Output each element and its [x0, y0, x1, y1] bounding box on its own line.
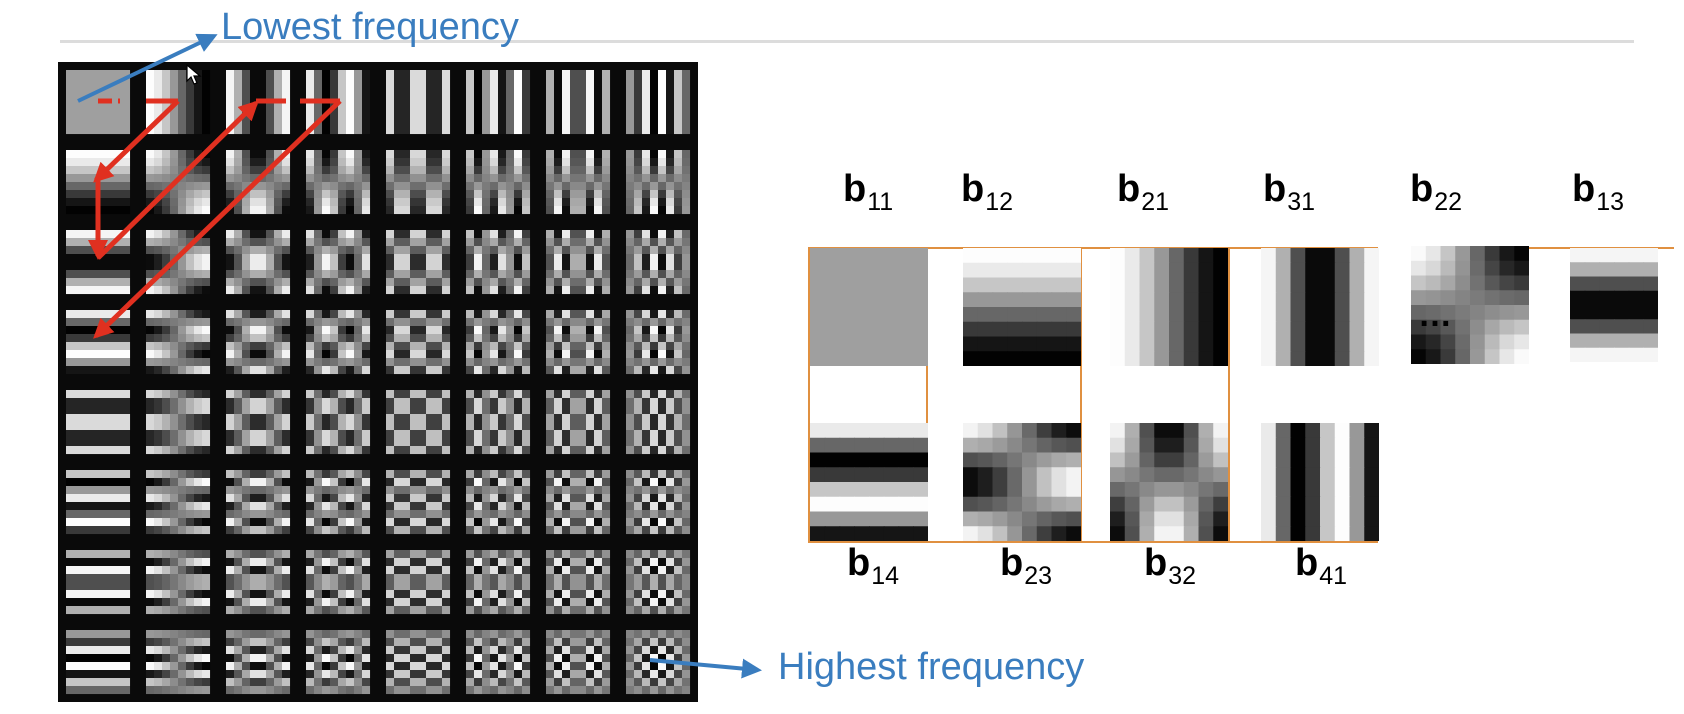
basis-tile-7-1 — [66, 550, 131, 615]
basis-tile-2-1 — [66, 150, 131, 215]
basis-tile-6-3 — [226, 470, 291, 535]
frame-divider-2 — [926, 247, 928, 543]
mouse-cursor-icon — [186, 64, 202, 85]
basis-tile-2-7 — [546, 150, 611, 215]
basis-tile-1-5 — [386, 70, 451, 135]
highest-frequency-label: Highest frequency — [778, 646, 1085, 688]
basis-tile-6-8 — [626, 470, 691, 535]
frame-bottom-line — [808, 541, 1378, 543]
basis-tile-6-1 — [66, 470, 131, 535]
basis-tile-5-2 — [146, 390, 211, 455]
basis-tile-7-7 — [546, 550, 611, 615]
basis-tile-4-5 — [386, 310, 451, 375]
basis-tile-4-6 — [466, 310, 531, 375]
basis-tile-1-3 — [226, 70, 291, 135]
basis-tile-4-4 — [306, 310, 371, 375]
basis-label-b12: b12 — [961, 168, 1014, 216]
basis-tile-4-1 — [66, 310, 131, 375]
basis-tile-2-2 — [146, 150, 211, 215]
basis-tile-7-2 — [146, 550, 211, 615]
top-divider-line — [60, 40, 1634, 43]
patch-b22 — [1411, 246, 1529, 364]
dct-basis-grid — [58, 62, 698, 702]
basis-tile-5-6 — [466, 390, 531, 455]
basis-tile-1-7 — [546, 70, 611, 135]
basis-label-b23: b23 — [1000, 542, 1053, 590]
basis-tile-3-8 — [626, 230, 691, 295]
basis-tile-8-1 — [66, 630, 131, 695]
basis-tile-3-1 — [66, 230, 131, 295]
basis-tile-7-5 — [386, 550, 451, 615]
basis-label-b21: b21 — [1117, 168, 1170, 216]
basis-tile-5-4 — [306, 390, 371, 455]
patch-b14 — [810, 423, 928, 541]
basis-tile-7-4 — [306, 550, 371, 615]
basis-tile-3-6 — [466, 230, 531, 295]
basis-tile-7-3 — [226, 550, 291, 615]
basis-tile-8-5 — [386, 630, 451, 695]
basis-tile-5-7 — [546, 390, 611, 455]
basis-tile-8-3 — [226, 630, 291, 695]
frame-divider-4 — [1228, 247, 1230, 543]
basis-label-b13: b13 — [1572, 168, 1625, 216]
frame-divider-3 — [1080, 247, 1082, 543]
basis-label-b41: b41 — [1295, 542, 1348, 590]
basis-tile-1-6 — [466, 70, 531, 135]
basis-tile-4-7 — [546, 310, 611, 375]
basis-tile-8-8 — [626, 630, 691, 695]
basis-tile-2-5 — [386, 150, 451, 215]
basis-tile-4-2 — [146, 310, 211, 375]
basis-tile-6-4 — [306, 470, 371, 535]
patch-b21 — [1110, 248, 1228, 366]
lowest-frequency-label: Lowest frequency — [221, 6, 519, 48]
basis-tile-7-8 — [626, 550, 691, 615]
basis-tile-2-6 — [466, 150, 531, 215]
basis-tile-5-5 — [386, 390, 451, 455]
basis-tile-1-1 — [66, 70, 131, 135]
basis-tile-2-3 — [226, 150, 291, 215]
basis-tile-4-8 — [626, 310, 691, 375]
basis-tile-5-3 — [226, 390, 291, 455]
basis-label-b32: b32 — [1144, 542, 1197, 590]
patch-b23 — [963, 423, 1081, 541]
basis-tile-6-5 — [386, 470, 451, 535]
basis-label-b31: b31 — [1263, 168, 1316, 216]
basis-tile-2-8 — [626, 150, 691, 215]
patch-b41 — [1261, 423, 1379, 541]
basis-tile-8-2 — [146, 630, 211, 695]
basis-label-b14: b14 — [847, 542, 900, 590]
ellipsis-indicator: … — [1418, 296, 1454, 334]
basis-tile-3-5 — [386, 230, 451, 295]
basis-tile-3-2 — [146, 230, 211, 295]
patch-b31 — [1261, 248, 1379, 366]
basis-tile-2-4 — [306, 150, 371, 215]
patch-b12 — [963, 248, 1081, 366]
basis-tile-3-3 — [226, 230, 291, 295]
patch-b32 — [1110, 423, 1228, 541]
frame-divider-1 — [808, 247, 810, 543]
basis-tile-8-4 — [306, 630, 371, 695]
frame-top-line — [808, 247, 1378, 249]
basis-tile-1-4 — [306, 70, 371, 135]
patch-b11 — [810, 248, 928, 366]
basis-tile-8-7 — [546, 630, 611, 695]
basis-tile-1-8 — [626, 70, 691, 135]
patch-b13 — [1570, 248, 1658, 362]
basis-tile-5-1 — [66, 390, 131, 455]
basis-tile-5-8 — [626, 390, 691, 455]
basis-tile-3-7 — [546, 230, 611, 295]
basis-tile-6-2 — [146, 470, 211, 535]
basis-label-b11: b11 — [843, 168, 894, 216]
basis-tile-3-4 — [306, 230, 371, 295]
basis-tile-6-6 — [466, 470, 531, 535]
basis-tile-6-7 — [546, 470, 611, 535]
basis-label-b22: b22 — [1410, 168, 1463, 216]
basis-tile-8-6 — [466, 630, 531, 695]
basis-tile-4-3 — [226, 310, 291, 375]
basis-tile-7-6 — [466, 550, 531, 615]
